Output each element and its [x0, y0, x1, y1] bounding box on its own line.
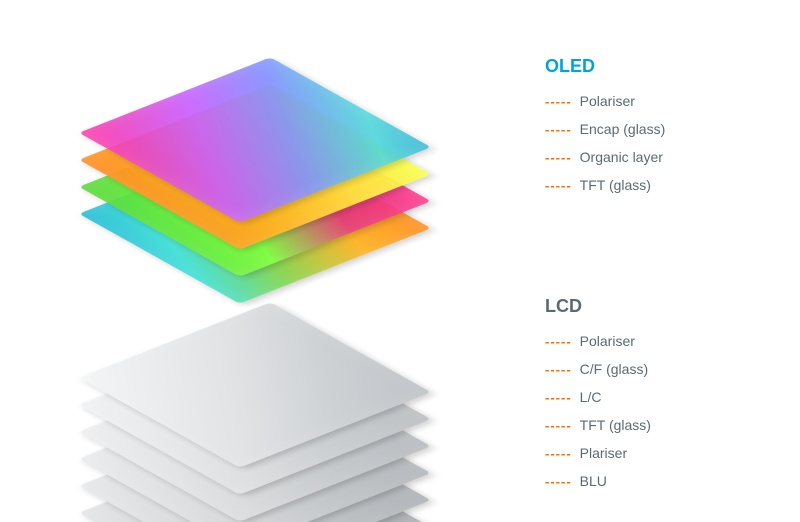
leader-dots: ----- [545, 178, 572, 193]
lcd-label-text-2: L/C [580, 389, 602, 405]
leader-dots: ----- [545, 94, 572, 109]
oled-label-text-0: Polariser [580, 93, 635, 109]
lcd-label-2: ----- L/C [545, 383, 651, 411]
diagram-canvas: { "diagram": { "type": "infographic", "b… [0, 0, 800, 522]
oled-label-1: ----- Encap (glass) [545, 115, 665, 143]
leader-dots: ----- [545, 150, 572, 165]
leader-dots: ----- [545, 122, 572, 137]
oled-label-text-3: TFT (glass) [580, 177, 651, 193]
oled-label-2: ----- Organic layer [545, 143, 665, 171]
leader-dots: ----- [545, 362, 572, 377]
leader-dots: ----- [545, 334, 572, 349]
oled-label-column: OLED -----Polariser-----Encap (glass)---… [545, 56, 665, 199]
leader-dots: ----- [545, 446, 572, 461]
oled-label-text-1: Encap (glass) [580, 121, 666, 137]
lcd-title: LCD [545, 296, 651, 317]
lcd-label-text-1: C/F (glass) [580, 361, 648, 377]
oled-label-0: ----- Polariser [545, 87, 665, 115]
lcd-label-4: ----- Plariser [545, 439, 651, 467]
leader-dots: ----- [545, 474, 572, 489]
oled-label-3: ----- TFT (glass) [545, 171, 665, 199]
lcd-label-3: ----- TFT (glass) [545, 411, 651, 439]
oled-title: OLED [545, 56, 665, 77]
lcd-label-text-3: TFT (glass) [580, 417, 651, 433]
leader-dots: ----- [545, 390, 572, 405]
lcd-label-text-0: Polariser [580, 333, 635, 349]
lcd-label-0: ----- Polariser [545, 327, 651, 355]
lcd-label-text-4: Plariser [580, 445, 627, 461]
leader-dots: ----- [545, 418, 572, 433]
oled-label-text-2: Organic layer [580, 149, 663, 165]
lcd-label-text-5: BLU [580, 473, 607, 489]
lcd-label-1: ----- C/F (glass) [545, 355, 651, 383]
lcd-label-5: ----- BLU [545, 467, 651, 495]
lcd-label-column: LCD ----- Polariser ----- C/F (glass) ----- L… [545, 296, 651, 495]
